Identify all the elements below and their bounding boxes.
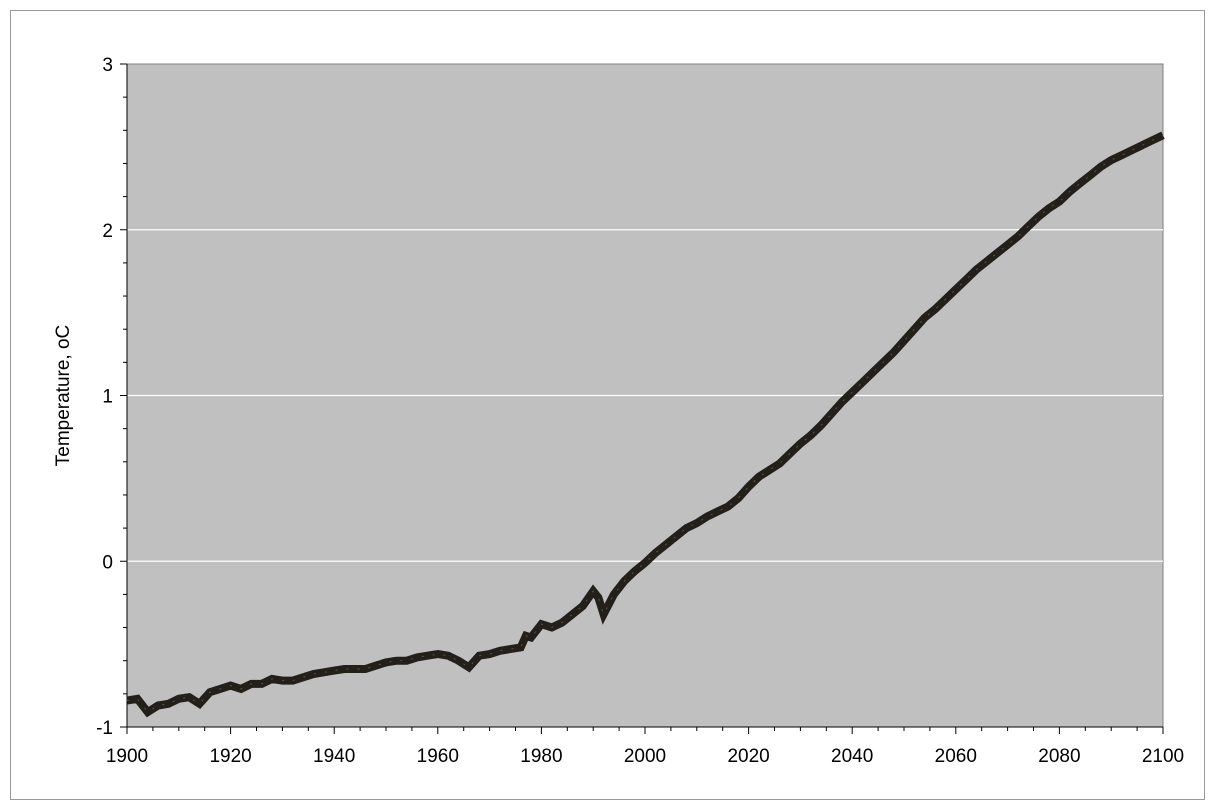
x-tick-label: 2000 (624, 746, 666, 767)
series-line-temperature (126, 131, 1165, 718)
y-axis-title: Temperature, oC (53, 325, 74, 467)
x-tick-label: 2080 (1038, 746, 1080, 767)
x-tick-label: 2060 (935, 746, 977, 767)
y-tick-label: 3 (102, 55, 113, 76)
x-tick-label: 1920 (209, 746, 251, 767)
y-tick-label: 0 (102, 552, 113, 573)
x-tick-label: 1940 (313, 746, 355, 767)
y-tick-label: -1 (96, 718, 113, 739)
series-group (126, 131, 1165, 718)
y-tick-label: 2 (102, 221, 113, 242)
x-tick-label: 2040 (831, 746, 873, 767)
x-tick-label: 1980 (520, 746, 562, 767)
x-tick-label: 1960 (417, 746, 459, 767)
tick-labels: -1 0 1 2 3 1900 1920 1940 1960 1980 2000 2020 2040 20… (96, 55, 1184, 767)
x-tick-label: 2020 (727, 746, 769, 767)
tick-marks (120, 63, 1164, 734)
y-tick-label: 1 (102, 387, 113, 408)
x-tick-label: 1900 (106, 746, 148, 767)
x-tick-label: 2100 (1142, 746, 1184, 767)
